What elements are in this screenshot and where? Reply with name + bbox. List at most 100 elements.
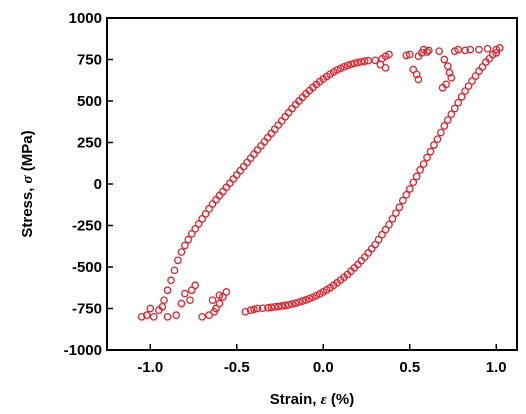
- data-point: [367, 244, 376, 253]
- data-point: [295, 298, 303, 307]
- data-point: [149, 312, 158, 321]
- data-point: [215, 291, 224, 300]
- data-point: [239, 162, 248, 171]
- data-point: [174, 256, 182, 265]
- data-point: [163, 312, 172, 321]
- data-point: [402, 51, 411, 60]
- data-point: [191, 224, 200, 233]
- data-point: [419, 160, 428, 168]
- data-point: [298, 297, 307, 305]
- data-point: [409, 178, 418, 187]
- data-point: [423, 153, 431, 162]
- data-point: [350, 59, 359, 68]
- data-point: [409, 65, 418, 74]
- data-point: [250, 305, 258, 314]
- data-point: [163, 286, 172, 295]
- data-point: [172, 311, 181, 319]
- data-point: [440, 55, 449, 64]
- data-point: [381, 225, 390, 234]
- data-point: [187, 229, 196, 238]
- data-point: [191, 281, 200, 290]
- x-tick-label: -0.5: [224, 359, 250, 376]
- data-point: [461, 87, 469, 95]
- y-tick-label: -500: [72, 259, 102, 276]
- data-point: [229, 175, 238, 183]
- data-point: [336, 64, 345, 73]
- y-tick-label: 0: [94, 176, 102, 193]
- y-tick-label: 1000: [69, 10, 102, 27]
- x-tick-label: 0.0: [313, 359, 334, 376]
- data-point: [388, 215, 397, 223]
- data-point: [170, 266, 179, 275]
- data-point: [430, 141, 438, 149]
- data-point: [405, 50, 414, 59]
- data-point: [482, 58, 490, 66]
- data-point: [450, 104, 459, 113]
- data-point: [392, 209, 400, 217]
- data-point: [457, 93, 466, 101]
- data-point: [212, 304, 220, 313]
- data-point: [350, 263, 359, 272]
- data-point: [267, 303, 276, 312]
- data-point: [378, 230, 386, 239]
- data-point: [186, 296, 194, 305]
- y-axis-title-text: Stress,: [19, 183, 36, 237]
- data-point: [277, 117, 286, 125]
- data-point: [495, 44, 504, 52]
- x-tick-label: -1.0: [137, 359, 163, 376]
- data-point: [232, 171, 241, 179]
- y-tick-label: -250: [72, 218, 102, 235]
- data-point: [309, 293, 317, 302]
- data-point: [201, 210, 210, 218]
- data-point: [142, 311, 151, 319]
- data-point: [215, 299, 224, 308]
- data-point: [305, 294, 314, 303]
- data-point: [250, 150, 258, 158]
- data-point: [329, 281, 338, 290]
- data-point: [395, 203, 404, 212]
- data-point: [198, 215, 206, 223]
- data-point: [416, 166, 424, 174]
- data-point: [137, 312, 146, 321]
- data-point: [419, 45, 428, 54]
- x-axis-title-unit: (%): [327, 391, 355, 408]
- data-point: [222, 183, 231, 192]
- x-axis: -1.0 -0.5 0.0 0.5 1.0: [137, 344, 507, 376]
- data-point: [343, 61, 352, 70]
- y-tick-label: 250: [77, 135, 102, 152]
- data-point: [483, 44, 492, 53]
- data-point: [443, 116, 452, 124]
- data-point: [414, 75, 423, 84]
- data-point: [284, 300, 293, 309]
- data-point: [475, 45, 483, 54]
- data-point: [236, 166, 245, 175]
- data-point: [284, 108, 293, 117]
- data-point: [402, 190, 411, 199]
- data-point: [461, 46, 469, 55]
- data-point: [364, 249, 373, 257]
- data-point: [412, 172, 421, 181]
- data-point: [445, 68, 454, 77]
- data-point: [302, 296, 310, 304]
- data-point: [385, 220, 393, 229]
- y-tick-label: -750: [72, 301, 102, 318]
- data-point: [440, 122, 449, 130]
- data-point: [277, 302, 286, 310]
- data-point: [158, 302, 167, 311]
- data-point: [281, 301, 290, 310]
- data-point: [177, 299, 186, 308]
- data-point: [343, 270, 352, 279]
- y-axis-title-symbol: σ: [20, 174, 36, 183]
- data-point: [222, 288, 231, 296]
- y-tick-label: 500: [77, 93, 102, 110]
- data-point: [208, 200, 217, 208]
- data-point: [246, 306, 255, 315]
- data-point: [454, 98, 463, 107]
- data-point: [219, 187, 227, 196]
- data-point: [374, 235, 383, 244]
- data-point: [353, 58, 362, 67]
- data-point: [433, 135, 442, 144]
- data-point: [371, 56, 379, 65]
- data-point: [205, 311, 213, 319]
